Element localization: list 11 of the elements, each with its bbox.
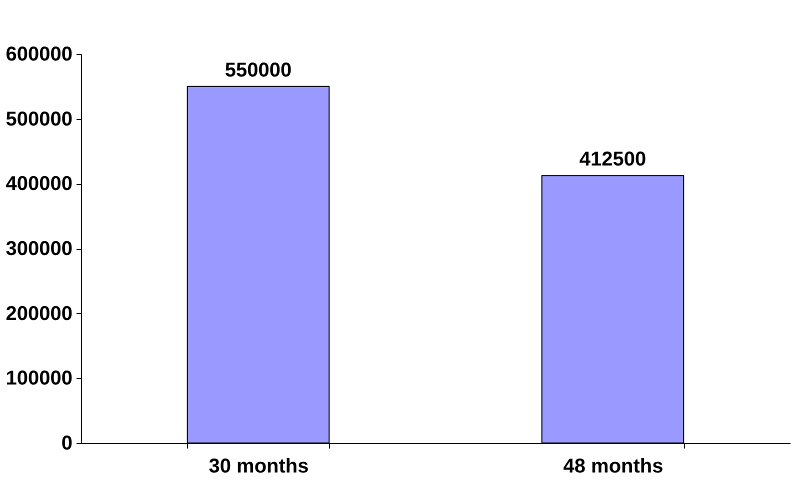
y-tick-label: 600000: [6, 44, 72, 66]
y-tick-label: 300000: [6, 238, 72, 260]
x-tick-label: 30 months: [208, 456, 309, 478]
y-tick-label: 500000: [6, 108, 72, 130]
y-tick-label: 100000: [6, 368, 72, 390]
y-tick-label: 200000: [6, 302, 72, 325]
data-label: 550000: [224, 59, 292, 82]
data-label: 412500: [579, 148, 646, 171]
y-tick-label: 0: [61, 432, 72, 454]
y-tick-label: 400000: [6, 173, 72, 196]
x-tick-label: 48 months: [563, 456, 664, 478]
